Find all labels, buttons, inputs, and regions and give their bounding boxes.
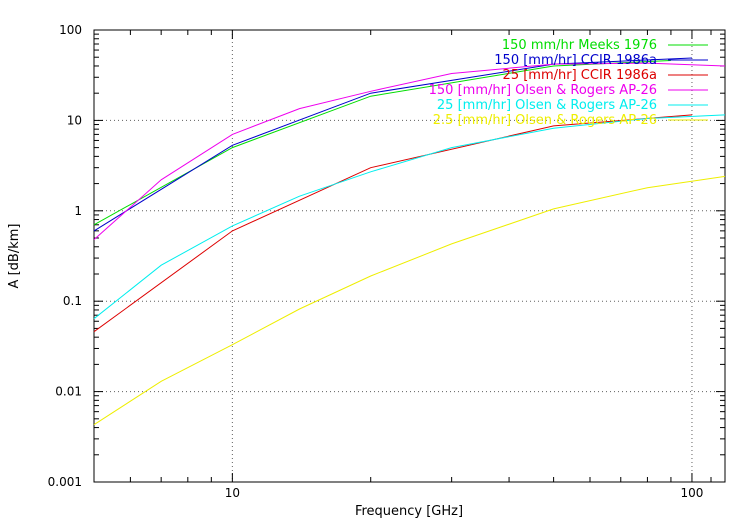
series-line-6 (93, 175, 726, 426)
series-line-3 (93, 114, 693, 333)
axis-ticks: 0.001 0.01 0.1 1 10 100 10 100 (48, 23, 725, 500)
series-line-2 (93, 57, 693, 232)
series-line-5 (93, 114, 726, 320)
series-group (93, 57, 726, 426)
plot-frame (93, 29, 726, 483)
y-tick-label: 10 (67, 113, 82, 127)
legend-label: 2.5 [mm/hr] Olsen & Rogers AP-26 (433, 113, 657, 128)
y-tick-label: 1 (74, 204, 82, 218)
series-line-4 (93, 62, 726, 240)
legend-label: 150 mm/hr Meeks 1976 (502, 38, 657, 53)
y-tick-label: 100 (59, 23, 82, 37)
legend-label: 150 [mm/hr] Olsen & Rogers AP-26 (429, 83, 657, 98)
grid (94, 30, 725, 482)
legend-label: 25 [mm/hr] Olsen & Rogers AP-26 (437, 98, 657, 113)
x-axis-title: Frequency [GHz] (355, 504, 463, 519)
y-tick-label: 0.01 (55, 385, 82, 399)
legend-label: 25 [mm/hr] CCIR 1986a (503, 68, 657, 83)
y-tick-label: 0.001 (48, 475, 82, 489)
legend-label: 150 [mm/hr] CCIR 1986a (494, 53, 657, 68)
x-tick-label: 10 (225, 486, 240, 500)
y-tick-label: 0.1 (63, 294, 82, 308)
y-axis-title: A [dB/km] (7, 224, 22, 289)
x-tick-label: 100 (681, 486, 704, 500)
